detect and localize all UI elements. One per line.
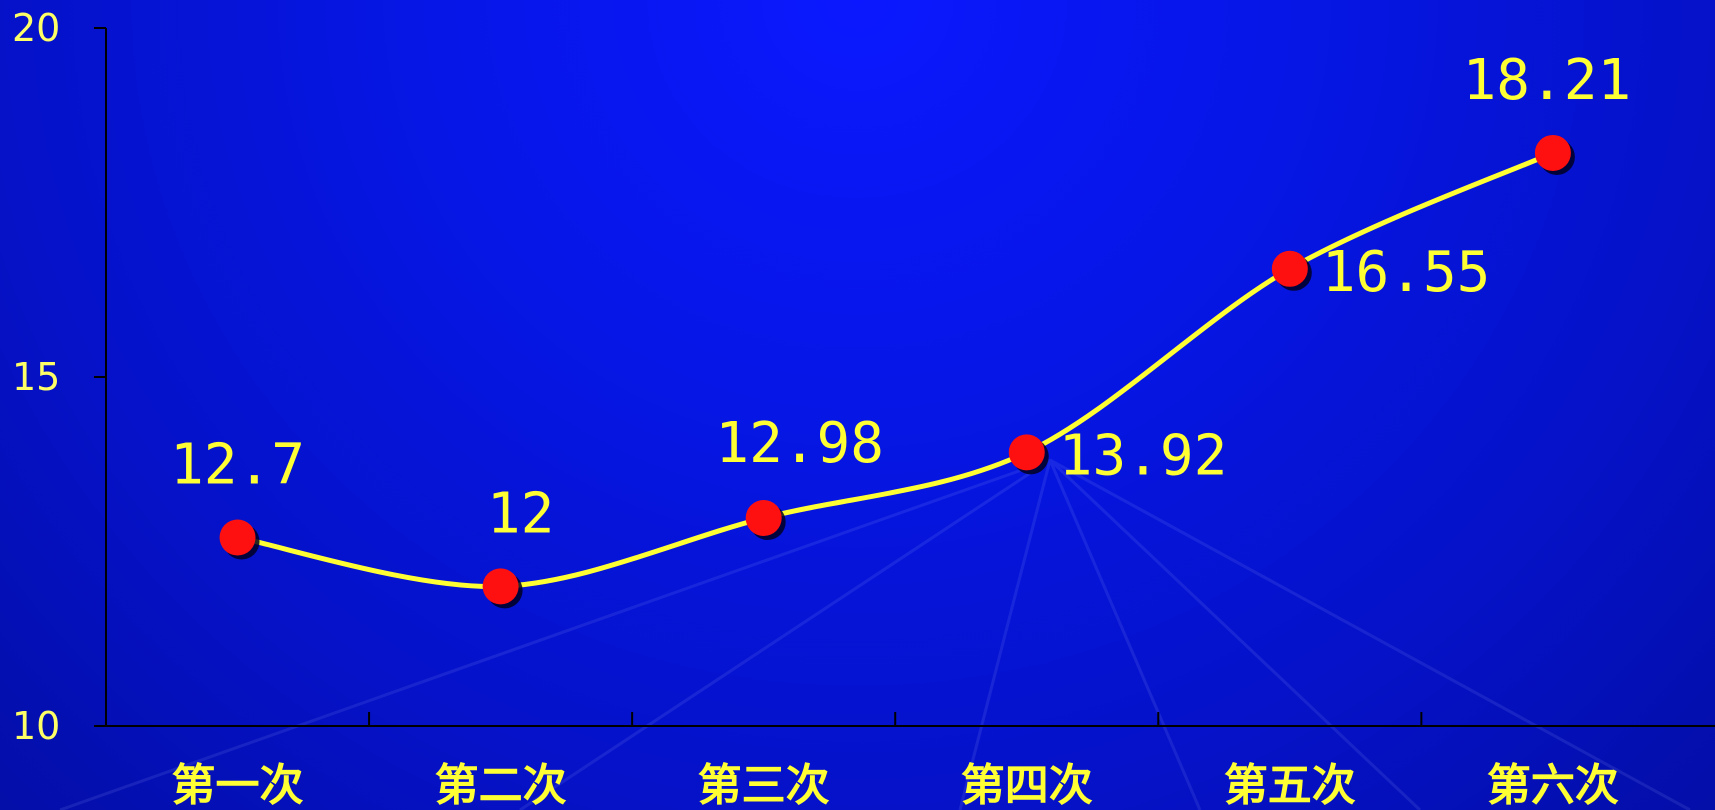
- marker-5: [1271, 250, 1308, 287]
- series-line-group: [237, 150, 1554, 589]
- data-label-5: 16.55: [1322, 240, 1491, 305]
- y-axis-tick-labels: 10 15 20: [12, 6, 60, 748]
- data-label-3: 12.98: [715, 411, 884, 476]
- x-tick-label-6: 第六次: [1487, 760, 1619, 810]
- marker-3: [745, 499, 782, 536]
- markers-group: [219, 134, 1575, 609]
- marker-1: [219, 519, 256, 556]
- decorative-rays: [59, 458, 1691, 810]
- y-tick-label-20: 20: [12, 6, 60, 50]
- x-tick-label-3: 第三次: [698, 760, 830, 810]
- data-label-1: 12.7: [170, 433, 305, 498]
- marker-2: [482, 568, 519, 605]
- x-tick-label-4: 第四次: [961, 760, 1093, 810]
- data-label-6: 18.21: [1463, 48, 1632, 113]
- data-label-2: 12: [487, 481, 554, 546]
- x-tick-label-2: 第二次: [435, 760, 567, 810]
- data-labels-group: 12.7 12 12.98 13.92 16.55 18.21: [170, 48, 1631, 546]
- data-label-4: 13.92: [1059, 423, 1228, 488]
- x-tick-label-1: 第一次: [172, 760, 304, 810]
- axes: [94, 27, 1715, 727]
- y-tick-label-10: 10: [12, 704, 60, 748]
- x-tick-label-5: 第五次: [1224, 760, 1356, 810]
- y-tick-label-15: 15: [12, 355, 60, 399]
- marker-6: [1534, 134, 1571, 171]
- marker-4: [1008, 434, 1045, 471]
- series-line: [237, 150, 1554, 589]
- x-axis-tick-labels: 第一次 第二次 第三次 第四次 第五次 第六次: [172, 760, 1619, 810]
